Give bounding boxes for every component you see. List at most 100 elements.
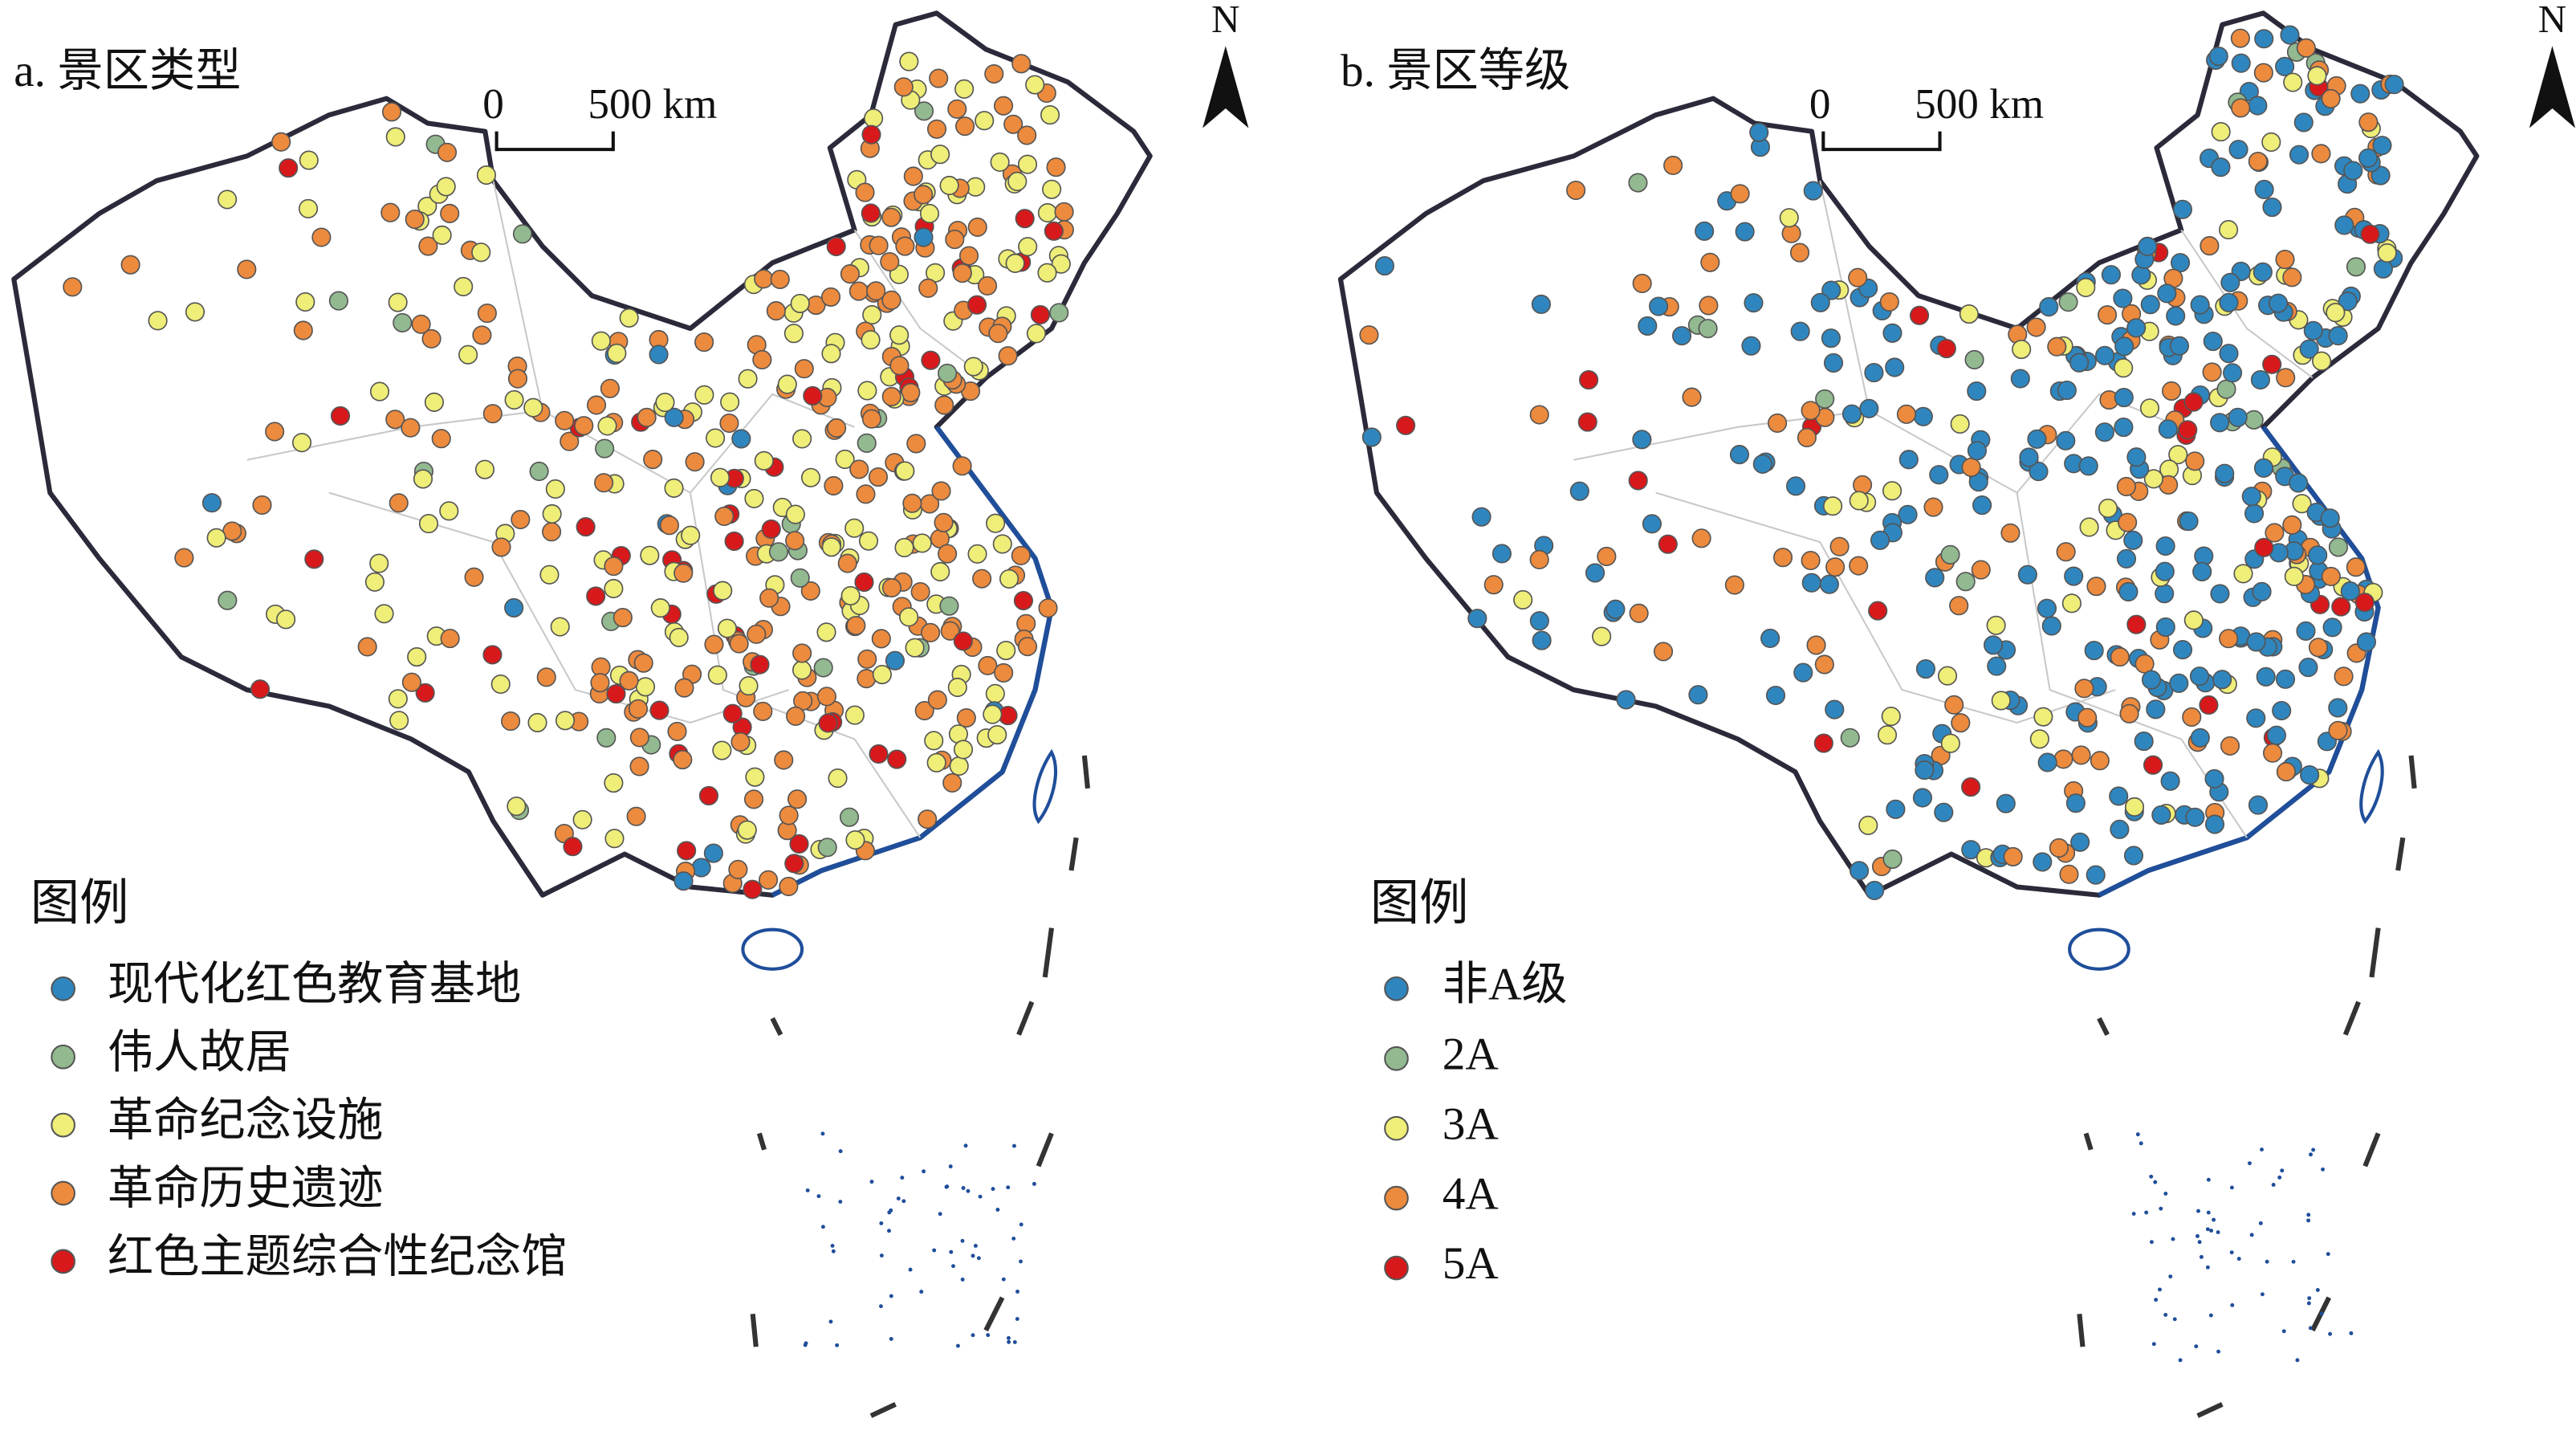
site <box>1849 861 1870 881</box>
site <box>2126 447 2147 467</box>
island <box>1015 1290 1019 1294</box>
site <box>674 871 694 891</box>
site <box>824 475 844 496</box>
site <box>1569 481 1589 501</box>
site <box>1026 324 1047 344</box>
site <box>1040 105 1060 125</box>
site <box>2303 320 2323 340</box>
site <box>298 198 319 218</box>
site <box>2056 430 2076 450</box>
site <box>2178 420 2198 440</box>
site <box>1825 699 1845 719</box>
site <box>1529 405 1549 425</box>
site <box>2162 381 2182 401</box>
island <box>932 1248 937 1253</box>
site <box>2328 720 2348 740</box>
site <box>1025 75 1045 95</box>
site <box>555 410 575 430</box>
site <box>790 293 810 313</box>
site <box>2182 707 2202 728</box>
province-border <box>853 229 987 379</box>
scale-zero: 0 <box>482 80 504 128</box>
site <box>1532 630 1552 650</box>
site <box>2049 838 2069 858</box>
site <box>2326 303 2346 323</box>
site <box>1779 208 1799 228</box>
site <box>2228 140 2248 160</box>
site <box>1983 635 2004 655</box>
site <box>2077 707 2098 728</box>
site <box>1882 323 1902 343</box>
legend-swatch <box>51 1180 75 1206</box>
site <box>2328 537 2349 557</box>
site <box>1815 389 1835 409</box>
site <box>934 512 954 532</box>
site <box>604 829 625 849</box>
site <box>421 328 442 349</box>
legend-swatch <box>51 976 75 1001</box>
site <box>504 597 524 618</box>
site <box>237 259 257 279</box>
site <box>2269 293 2289 313</box>
site <box>2211 122 2231 142</box>
site <box>1046 157 1066 177</box>
site <box>2076 277 2096 298</box>
site <box>1605 599 1626 619</box>
site <box>1821 328 1841 349</box>
site <box>719 413 739 434</box>
site <box>872 664 892 685</box>
site <box>2231 53 2251 73</box>
site <box>1882 849 1902 869</box>
site <box>560 431 580 451</box>
island <box>2206 1210 2211 1215</box>
site <box>2126 614 2147 634</box>
site <box>2114 358 2134 378</box>
site <box>914 227 934 247</box>
site <box>380 202 401 222</box>
site <box>2220 736 2240 756</box>
site <box>550 617 570 637</box>
site <box>737 820 757 840</box>
site <box>694 385 714 405</box>
site <box>2248 96 2268 116</box>
island <box>830 1243 835 1248</box>
legend-label: 革命历史遗迹 <box>108 1164 384 1214</box>
site <box>2284 566 2304 586</box>
island <box>971 1333 975 1338</box>
site <box>1882 481 1902 501</box>
site <box>839 807 860 827</box>
island <box>869 1180 874 1184</box>
site <box>458 344 478 365</box>
site <box>2254 537 2274 557</box>
site <box>2139 398 2160 418</box>
site <box>293 320 313 340</box>
site <box>889 356 910 376</box>
site <box>482 404 503 424</box>
island <box>901 1199 906 1204</box>
site <box>837 553 857 573</box>
site <box>1967 441 1987 461</box>
site <box>2185 451 2205 471</box>
island <box>2159 1206 2163 1211</box>
site <box>2190 295 2210 315</box>
site <box>975 111 995 131</box>
site <box>1801 550 1821 571</box>
site <box>938 544 958 564</box>
island <box>2271 1183 2276 1187</box>
site <box>803 385 823 406</box>
island <box>2171 1237 2175 1241</box>
island <box>838 1200 843 1204</box>
site <box>1632 430 1652 450</box>
site <box>2126 318 2147 338</box>
site <box>2282 267 2302 287</box>
site <box>2017 565 2037 585</box>
site <box>2047 336 2067 357</box>
site <box>983 704 1003 724</box>
island <box>2131 1212 2136 1217</box>
site <box>271 132 291 152</box>
site <box>369 553 389 573</box>
island <box>1011 1143 1016 1148</box>
site <box>674 678 694 698</box>
legend-label: 3A <box>1443 1098 1499 1149</box>
site <box>2254 179 2274 200</box>
